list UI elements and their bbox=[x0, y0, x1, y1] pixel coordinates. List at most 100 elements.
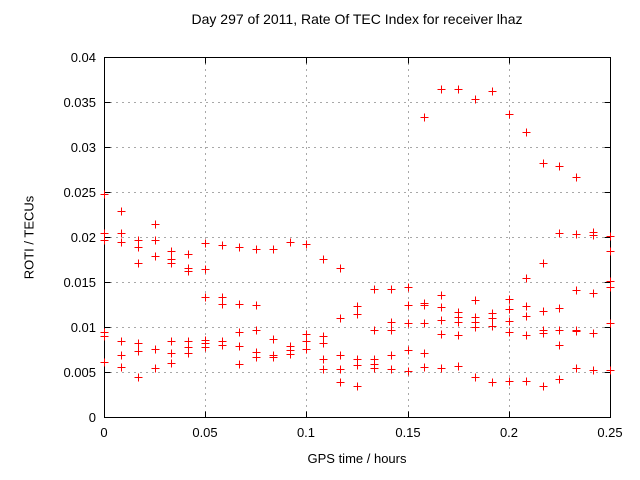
data-point-marker bbox=[319, 355, 328, 364]
data-point-marker bbox=[218, 341, 227, 350]
data-point-marker bbox=[555, 162, 564, 171]
x-tick-label: 0.25 bbox=[597, 425, 623, 440]
data-point-marker bbox=[437, 85, 446, 94]
data-point-marker bbox=[201, 239, 210, 248]
data-point-marker bbox=[184, 267, 193, 276]
data-point-marker bbox=[286, 238, 295, 247]
data-point-marker bbox=[370, 326, 379, 335]
data-point-marker bbox=[539, 382, 548, 391]
data-point-marker bbox=[353, 310, 362, 319]
data-point-marker bbox=[522, 274, 531, 283]
x-tick-label: 0.05 bbox=[192, 425, 218, 440]
data-point-marker bbox=[269, 353, 278, 362]
data-point-marker bbox=[167, 349, 176, 358]
y-tick-label: 0.025 bbox=[63, 185, 96, 200]
data-point-marker bbox=[167, 247, 176, 256]
data-point-marker bbox=[572, 286, 581, 295]
data-point-marker bbox=[100, 236, 109, 245]
data-point-marker bbox=[505, 295, 514, 304]
data-point-marker bbox=[302, 345, 311, 354]
data-point-marker bbox=[302, 337, 311, 346]
data-point-marker bbox=[184, 250, 193, 259]
data-point-marker bbox=[134, 259, 143, 268]
data-point-marker bbox=[471, 296, 480, 305]
y-tick-label: 0.01 bbox=[70, 320, 96, 335]
data-point-marker bbox=[471, 323, 480, 332]
data-point-marker bbox=[454, 318, 463, 327]
data-point-marker bbox=[589, 231, 598, 240]
data-point-marker bbox=[167, 337, 176, 346]
y-tick-label: 0.005 bbox=[63, 365, 96, 380]
data-point-marker bbox=[555, 375, 564, 384]
y-tick-label: 0.03 bbox=[70, 140, 96, 155]
data-point-marker bbox=[151, 364, 160, 373]
data-point-marker bbox=[505, 110, 514, 119]
data-point-marker bbox=[117, 351, 126, 360]
y-tick-label: 0.035 bbox=[63, 95, 96, 110]
data-point-marker bbox=[522, 312, 531, 321]
data-point-marker bbox=[201, 265, 210, 274]
data-point-marker bbox=[437, 303, 446, 312]
data-point-marker bbox=[117, 207, 126, 216]
data-point-marker bbox=[117, 229, 126, 238]
data-point-marker bbox=[235, 342, 244, 351]
data-point-marker bbox=[589, 289, 598, 298]
data-point-marker bbox=[606, 283, 615, 292]
data-point-marker bbox=[606, 247, 615, 256]
data-point-marker bbox=[286, 350, 295, 359]
data-point-marker bbox=[555, 304, 564, 313]
data-point-marker bbox=[151, 252, 160, 261]
data-point-marker bbox=[420, 301, 429, 310]
data-point-marker bbox=[471, 95, 480, 104]
data-point-marker bbox=[370, 364, 379, 373]
data-point-marker bbox=[134, 373, 143, 382]
data-point-marker bbox=[572, 327, 581, 336]
x-tick-label: 0.2 bbox=[499, 425, 519, 440]
data-point-marker bbox=[117, 363, 126, 372]
data-point-marker bbox=[404, 301, 413, 310]
data-point-marker bbox=[370, 285, 379, 294]
data-point-marker bbox=[134, 339, 143, 348]
data-point-marker bbox=[555, 229, 564, 238]
data-point-marker bbox=[539, 159, 548, 168]
data-point-marker bbox=[454, 362, 463, 371]
data-point-marker bbox=[555, 326, 564, 335]
data-point-marker bbox=[319, 255, 328, 264]
data-point-marker bbox=[387, 365, 396, 374]
data-point-marker bbox=[151, 236, 160, 245]
data-point-marker bbox=[218, 293, 227, 302]
data-point-marker bbox=[505, 328, 514, 337]
data-point-marker bbox=[572, 173, 581, 182]
data-point-marker bbox=[336, 378, 345, 387]
data-point-marker bbox=[117, 238, 126, 247]
data-point-marker bbox=[471, 373, 480, 382]
data-point-marker bbox=[151, 345, 160, 354]
data-point-marker bbox=[522, 331, 531, 340]
chart-title: Day 297 of 2011, Rate Of TEC Index for r… bbox=[191, 11, 523, 27]
data-point-marker bbox=[505, 317, 514, 326]
data-point-marker bbox=[235, 328, 244, 337]
data-point-marker bbox=[437, 316, 446, 325]
data-point-marker bbox=[454, 331, 463, 340]
data-point-marker bbox=[420, 113, 429, 122]
data-point-marker bbox=[201, 343, 210, 352]
data-point-marker bbox=[336, 365, 345, 374]
data-point-marker bbox=[252, 353, 261, 362]
data-point-marker bbox=[606, 319, 615, 328]
data-point-marker bbox=[269, 245, 278, 254]
data-point-marker bbox=[100, 358, 109, 367]
data-point-marker bbox=[522, 128, 531, 137]
data-point-marker bbox=[100, 190, 109, 199]
data-point-marker bbox=[572, 364, 581, 373]
data-point-marker bbox=[488, 314, 497, 323]
data-point-marker bbox=[353, 361, 362, 370]
data-point-marker bbox=[437, 291, 446, 300]
data-point-marker bbox=[454, 85, 463, 94]
data-point-marker bbox=[235, 243, 244, 252]
data-point-marker bbox=[184, 349, 193, 358]
data-point-marker bbox=[387, 326, 396, 335]
data-point-marker bbox=[589, 329, 598, 338]
data-point-marker bbox=[302, 240, 311, 249]
x-axis-title: GPS time / hours bbox=[307, 451, 407, 466]
